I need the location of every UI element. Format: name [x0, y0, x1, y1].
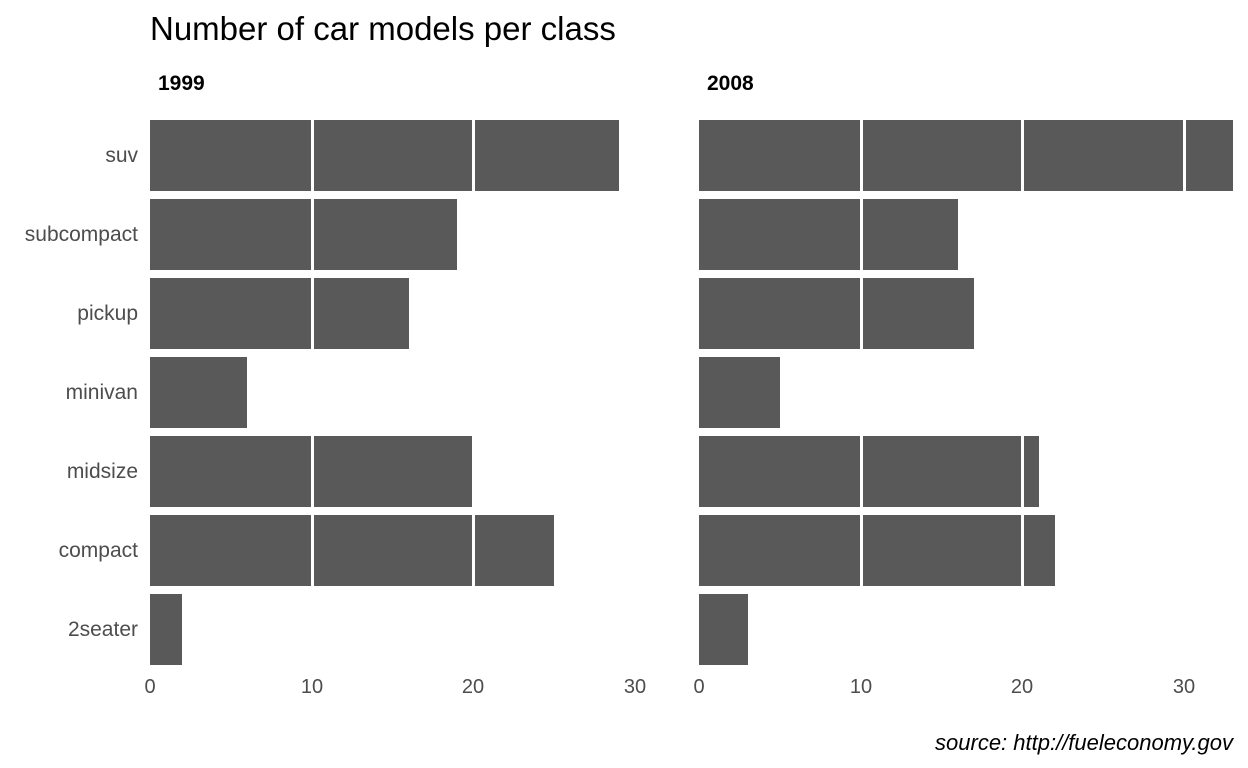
y-axis-label-suv: suv — [105, 143, 138, 167]
source-note: source: http://fueleconomy.gov — [935, 730, 1233, 755]
gridline-1999-20 — [472, 120, 475, 665]
bar-1999-2seater — [150, 594, 182, 665]
gridline-2008-10 — [860, 120, 863, 665]
y-axis-label-midsize: midsize — [66, 459, 138, 483]
y-axis-label-pickup: pickup — [77, 301, 138, 325]
x-tick-label-2008-20: 20 — [1010, 676, 1034, 698]
bar-1999-subcompact — [150, 199, 457, 270]
bar-2008-midsize — [699, 436, 1039, 507]
x-tick-label-1999-30: 30 — [623, 676, 647, 698]
bar-2008-subcompact — [699, 199, 958, 270]
x-tick-label-2008-30: 30 — [1172, 676, 1196, 698]
gridline-1999-10 — [311, 120, 314, 665]
bar-2008-suv — [699, 120, 1233, 191]
facet-strip-1999: 1999 — [158, 72, 205, 95]
x-tick-label-1999-0: 0 — [144, 676, 156, 698]
bar-2008-2seater — [699, 594, 748, 665]
bar-1999-minivan — [150, 357, 247, 428]
bar-2008-pickup — [699, 278, 974, 349]
gridline-1999-30 — [634, 120, 637, 665]
y-axis-label-subcompact: subcompact — [24, 222, 138, 246]
y-axis-label-compact: compact — [58, 538, 138, 562]
bar-2008-minivan — [699, 357, 780, 428]
gridline-2008-30 — [1183, 120, 1186, 665]
bar-2008-compact — [699, 515, 1055, 586]
chart-title: Number of car models per class — [150, 10, 616, 47]
gridline-2008-20 — [1021, 120, 1024, 665]
y-axis-label-2seater: 2seater — [67, 617, 138, 641]
facet-strip-2008: 2008 — [707, 72, 754, 95]
x-tick-label-1999-10: 10 — [300, 676, 324, 698]
x-tick-label-1999-20: 20 — [461, 676, 485, 698]
x-tick-label-2008-0: 0 — [693, 676, 705, 698]
bar-1999-compact — [150, 515, 554, 586]
bar-1999-pickup — [150, 278, 409, 349]
y-axis-label-minivan: minivan — [65, 380, 138, 404]
bar-1999-suv — [150, 120, 619, 191]
x-tick-label-2008-10: 10 — [849, 676, 873, 698]
